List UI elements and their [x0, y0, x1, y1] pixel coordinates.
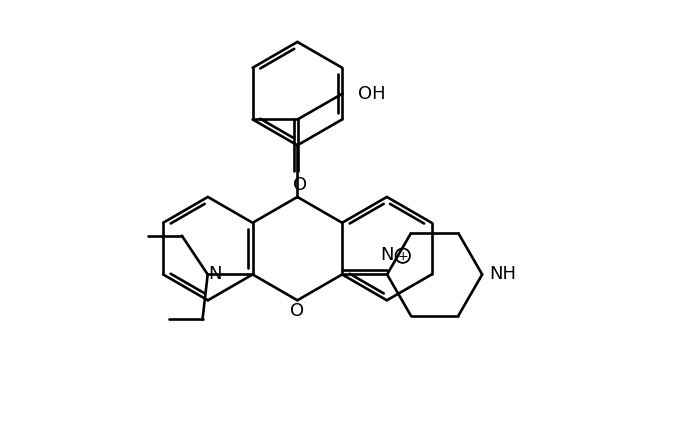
Text: N: N [380, 246, 394, 264]
Text: N: N [208, 266, 222, 283]
Text: O: O [293, 176, 307, 194]
Text: NH: NH [490, 266, 516, 283]
Text: OH: OH [358, 85, 386, 103]
Text: +: + [398, 250, 408, 263]
Text: O: O [291, 301, 304, 320]
